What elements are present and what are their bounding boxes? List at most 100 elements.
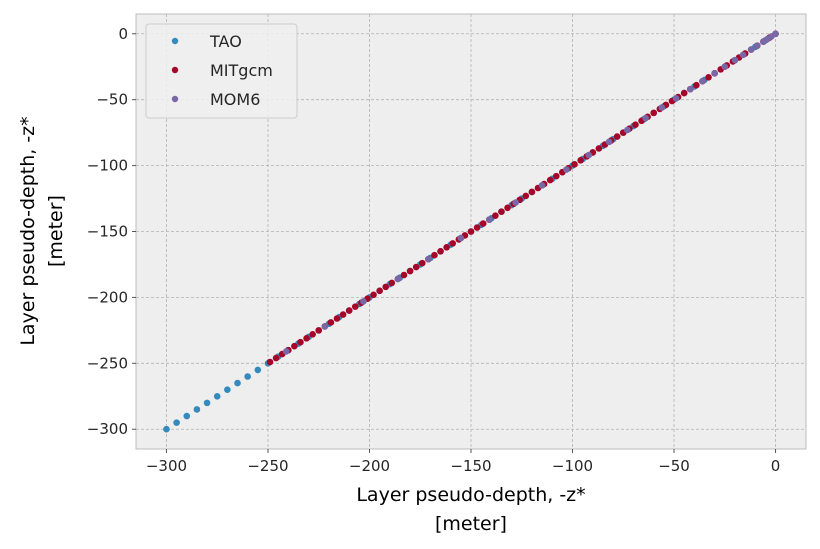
point-mitgcm [431, 252, 438, 259]
legend: TAO MITgcm MOM6 [146, 24, 297, 118]
point-mitgcm [413, 264, 420, 271]
point-mom6 [360, 298, 367, 305]
x-tick-label: 0 [771, 457, 781, 475]
point-mitgcm [523, 193, 530, 200]
x-tick-label: −150 [450, 457, 491, 475]
point-mom6 [563, 166, 570, 173]
point-mom6 [606, 139, 613, 146]
point-mitgcm [340, 311, 347, 318]
point-mitgcm [370, 291, 377, 298]
point-mom6 [740, 52, 747, 59]
point-tao [204, 400, 211, 407]
point-mom6 [458, 235, 465, 242]
point-mitgcm [437, 248, 444, 255]
point-mitgcm [267, 359, 274, 366]
point-tao [255, 367, 262, 374]
point-tao [224, 386, 231, 393]
point-mom6 [642, 115, 649, 122]
point-mitgcm [376, 288, 383, 295]
point-mitgcm [480, 220, 487, 227]
point-mitgcm [547, 177, 554, 184]
point-mitgcm [577, 157, 584, 164]
point-mom6 [283, 348, 290, 355]
y-tick-label: −300 [87, 420, 128, 438]
y-tick-label: −150 [87, 223, 128, 241]
legend-marker-mitgcm [172, 67, 178, 73]
x-tick-label: −100 [552, 457, 593, 475]
point-mom6 [486, 216, 493, 223]
point-mom6 [687, 86, 694, 93]
point-mitgcm [571, 161, 578, 168]
legend-label-mom6: MOM6 [210, 90, 260, 109]
point-mitgcm [553, 173, 560, 180]
point-mom6 [322, 323, 329, 330]
point-mitgcm [468, 228, 475, 235]
point-tao [244, 373, 251, 380]
point-mitgcm [449, 240, 456, 247]
point-mom6 [539, 182, 546, 189]
point-mitgcm [632, 121, 639, 128]
x-axis-ticks: −300 −250 −200 −150 −100 −50 0 [146, 449, 780, 475]
y-axis-label-line1: Layer pseudo-depth, -z* [17, 116, 39, 345]
legend-marker-mom6 [172, 96, 178, 102]
point-mitgcm [291, 343, 298, 350]
point-mitgcm [474, 224, 481, 231]
point-mom6 [585, 152, 592, 159]
y-axis-ticks: −300 −250 −200 −150 −100 −50 0 [87, 25, 136, 438]
x-tick-label: −250 [247, 457, 288, 475]
legend-marker-tao [172, 38, 178, 44]
point-mitgcm [596, 145, 603, 152]
point-mitgcm [297, 339, 304, 346]
point-mom6 [395, 276, 402, 283]
point-tao [173, 419, 180, 426]
y-tick-label: −250 [87, 354, 128, 372]
point-mitgcm [315, 327, 322, 334]
point-mitgcm [346, 307, 353, 314]
point-mom6 [425, 256, 432, 263]
point-mom6 [754, 42, 761, 49]
point-mitgcm [443, 244, 450, 251]
x-axis-label-line2: [meter] [435, 513, 507, 535]
point-mitgcm [681, 90, 688, 97]
legend-label-tao: TAO [209, 32, 242, 51]
point-mitgcm [693, 82, 700, 89]
point-mitgcm [504, 204, 511, 211]
point-mom6 [732, 57, 739, 64]
x-axis-label-line1: Layer pseudo-depth, -z* [356, 484, 585, 506]
point-mom6 [699, 78, 706, 85]
y-axis-label-line2: [meter] [45, 195, 67, 267]
point-mom6 [624, 127, 631, 134]
point-mitgcm [529, 189, 536, 196]
point-mitgcm [334, 315, 341, 322]
y-tick-label: −50 [96, 91, 128, 109]
x-tick-label: −200 [349, 457, 390, 475]
point-mitgcm [401, 272, 408, 279]
y-tick-label: −200 [87, 288, 128, 306]
point-mitgcm [303, 335, 310, 342]
point-mom6 [512, 199, 519, 206]
point-mom6 [721, 63, 728, 70]
point-tao [183, 413, 190, 420]
point-tao [194, 406, 201, 413]
point-mitgcm [407, 268, 414, 275]
point-mitgcm [382, 284, 389, 291]
point-mitgcm [352, 303, 359, 310]
y-tick-label: −100 [87, 157, 128, 175]
x-tick-label: −300 [146, 457, 187, 475]
point-mitgcm [492, 212, 499, 219]
point-mitgcm [614, 133, 621, 140]
point-mitgcm [419, 260, 426, 267]
legend-label-mitgcm: MITgcm [210, 61, 273, 80]
point-tao [214, 393, 221, 400]
x-tick-label: −50 [658, 457, 690, 475]
point-mom6 [673, 95, 680, 102]
point-mitgcm [309, 331, 316, 338]
point-mitgcm [273, 355, 280, 362]
point-mom6 [711, 70, 718, 77]
point-mitgcm [389, 280, 396, 287]
point-tao [234, 380, 241, 387]
point-mom6 [748, 46, 755, 53]
point-mitgcm [328, 319, 335, 326]
point-mom6 [772, 30, 779, 37]
